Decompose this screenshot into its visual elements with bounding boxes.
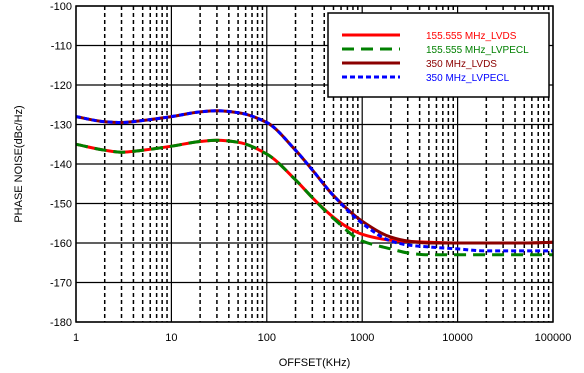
legend-label: 350 MHz_LVDS: [426, 59, 497, 70]
y-tick-label: -120: [50, 80, 72, 92]
legend-box: [327, 12, 550, 98]
y-tick-label: -110: [51, 41, 72, 53]
y-axis-label: PHASE NOISE(dBc/Hz): [13, 105, 25, 222]
legend-label: 155.555 MHz_LVPECL: [426, 45, 529, 56]
series-lines: [75, 109, 554, 257]
y-tick-label: -130: [50, 120, 72, 132]
legend-label: 155.555 MHz_LVDS: [426, 31, 517, 42]
x-axis-label: OFFSET(KHz): [279, 357, 351, 369]
y-tick-label: -150: [50, 199, 72, 211]
y-tick-label: -180: [50, 317, 72, 329]
x-tick-label: 10: [165, 332, 177, 344]
legend-label: 350 MHz_LVPECL: [426, 73, 510, 84]
y-tick-label: -170: [50, 278, 72, 290]
x-tick-label: 100: [258, 332, 276, 344]
tick-labels: 1 10 100 1000 10000 100000 -180 -170 -160 -150 -14…: [50, 1, 571, 344]
x-tick-label: 100000: [535, 332, 572, 344]
y-tick-label: -140: [50, 159, 72, 171]
x-tick-label: 1: [73, 332, 79, 344]
legend: 155.555 MHz_LVDS 155.555 MHz_LVPECL 350 MH…: [327, 12, 550, 98]
x-tick-label: 1000: [350, 332, 374, 344]
x-tick-label: 10000: [442, 332, 473, 344]
series-line: [75, 109, 554, 245]
y-tick-label: -100: [50, 1, 72, 13]
y-tick-label: -160: [50, 238, 72, 250]
series-line: [75, 138, 554, 257]
plot-frame: [75, 5, 554, 323]
